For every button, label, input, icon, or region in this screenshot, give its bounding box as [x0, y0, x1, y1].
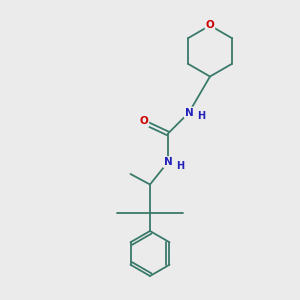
- Text: O: O: [206, 20, 214, 31]
- Text: N: N: [164, 157, 172, 167]
- Text: N: N: [184, 107, 194, 118]
- Text: H: H: [197, 111, 206, 121]
- Text: H: H: [176, 160, 185, 171]
- Text: O: O: [140, 116, 148, 127]
